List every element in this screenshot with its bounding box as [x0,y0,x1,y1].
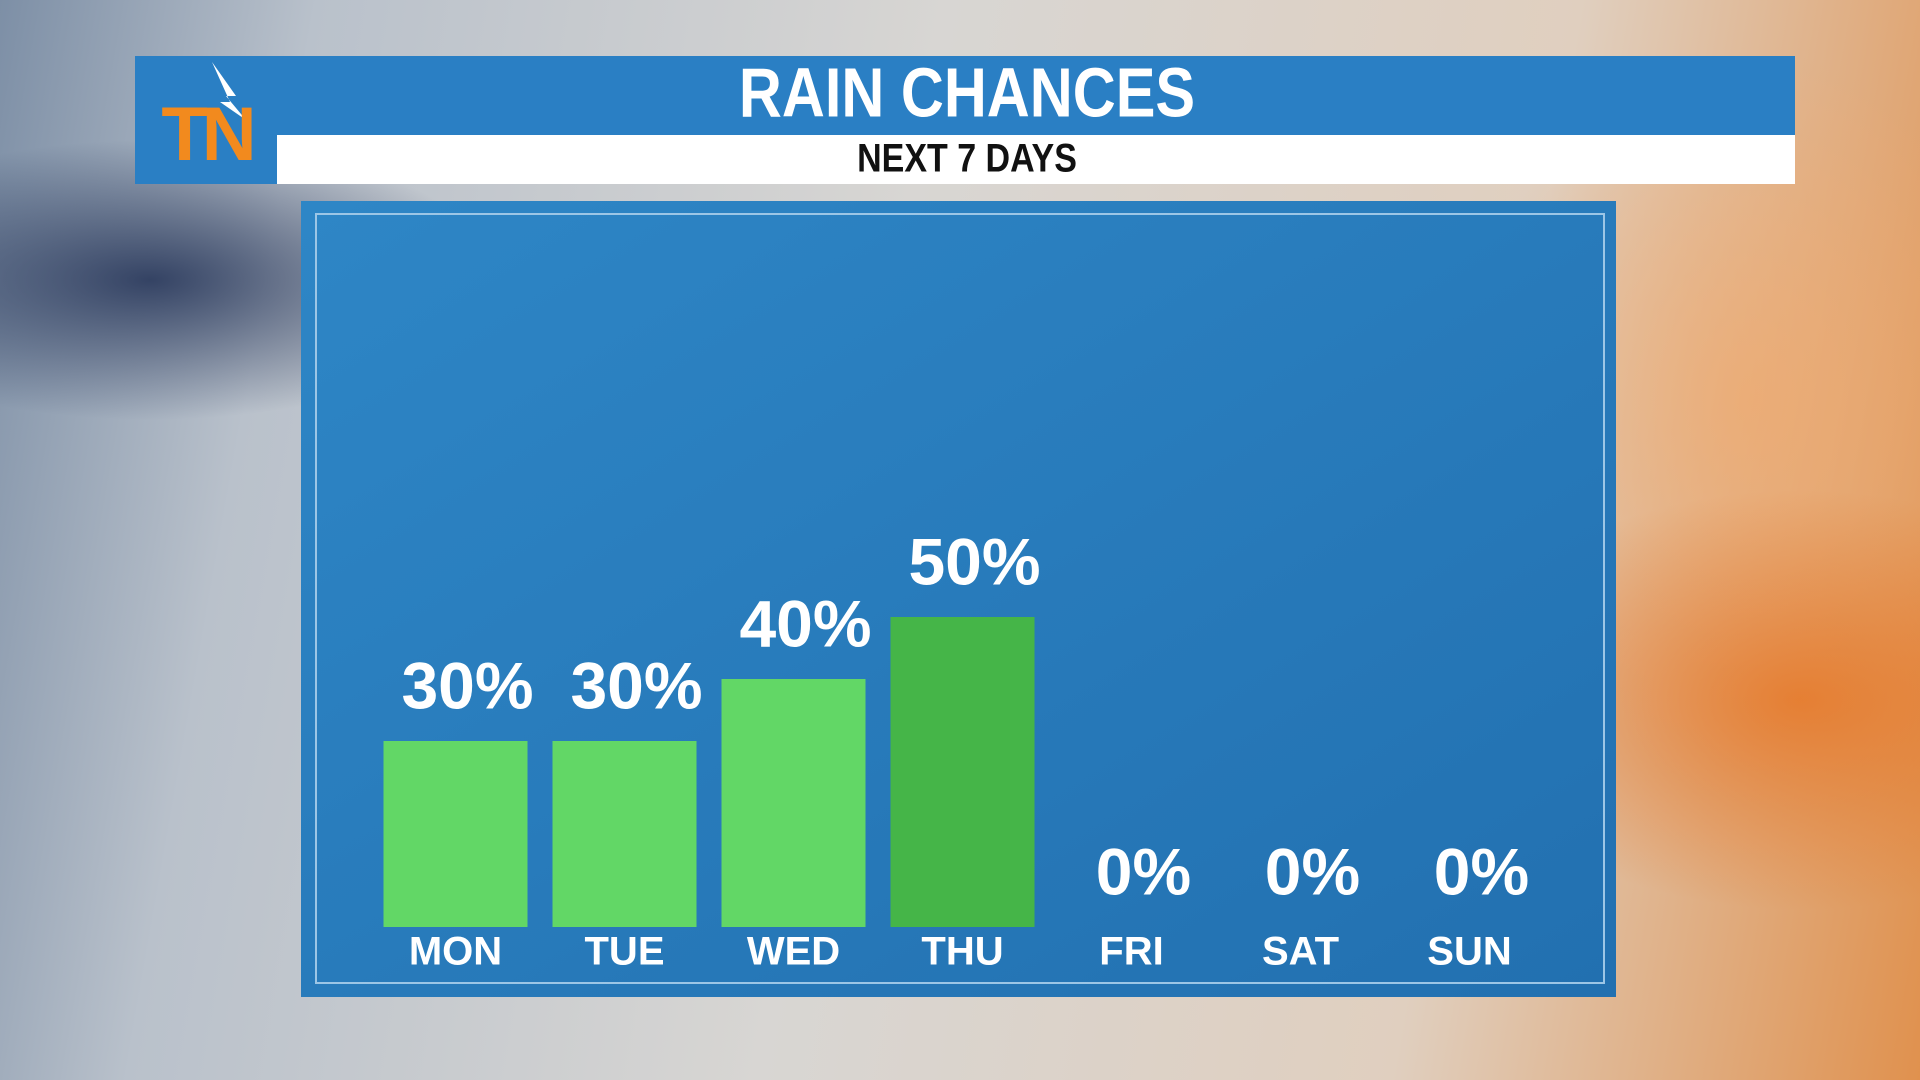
subtitle-bar [277,135,1795,184]
bar [890,617,1035,927]
value-label: 30% [401,648,533,722]
value-label: 50% [908,524,1040,598]
x-tick-label: TUE [585,930,665,974]
logo-bolt [212,62,246,120]
value-label: 40% [739,586,871,660]
x-tick-label: FRI [1099,930,1163,974]
value-label: 0% [1265,834,1360,908]
x-tick-label: THU [921,930,1003,974]
bar [383,741,528,927]
logo-text: TN [161,92,251,177]
header-bar [135,56,1795,135]
panel-border [315,213,1605,984]
x-tick-label: MON [409,930,502,974]
value-label: 0% [1096,834,1191,908]
logo-box [135,56,277,184]
bar [721,679,866,927]
x-tick-label: SUN [1427,930,1511,974]
x-tick-label: SAT [1262,930,1339,974]
x-tick-label: WED [747,930,840,974]
chart-title: RAIN CHANCES [739,53,1195,132]
bar [552,741,697,927]
value-label: 0% [1434,834,1529,908]
chart-subtitle: NEXT 7 DAYS [857,135,1077,180]
value-label: 30% [570,648,702,722]
